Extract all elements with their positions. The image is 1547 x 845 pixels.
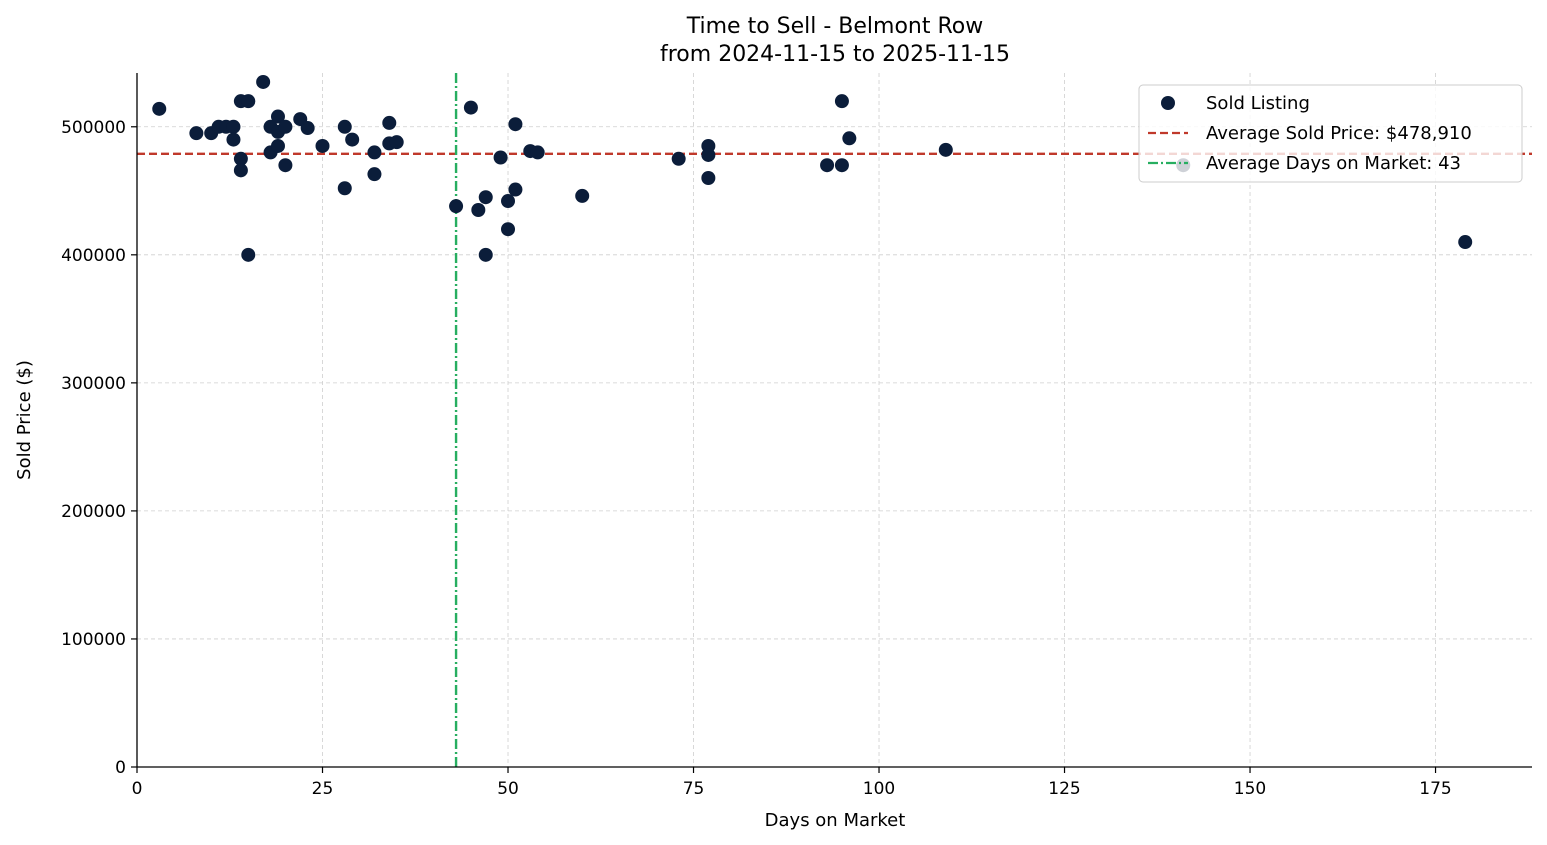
data-point	[233, 151, 248, 166]
y-axis-label: Sold Price ($)	[14, 360, 35, 480]
data-point	[382, 115, 397, 130]
data-point	[270, 138, 285, 153]
data-point	[938, 142, 953, 157]
data-point	[493, 150, 508, 165]
data-point	[471, 203, 486, 218]
y-tick-label: 500000	[61, 118, 126, 138]
data-point	[233, 163, 248, 178]
data-point	[501, 222, 516, 237]
x-tick-label: 25	[312, 779, 334, 799]
data-point	[152, 101, 167, 116]
x-tick-label: 100	[863, 779, 895, 799]
scatter-points	[152, 74, 1473, 262]
data-point	[226, 132, 241, 147]
axes	[136, 73, 1532, 768]
chart-title-line1: Time to Sell - Belmont Row	[686, 14, 984, 39]
data-point	[278, 158, 293, 173]
data-point	[834, 158, 849, 173]
data-point	[337, 181, 352, 196]
data-point	[701, 170, 716, 185]
data-point	[367, 167, 382, 182]
data-point	[508, 182, 523, 197]
data-point	[241, 247, 256, 262]
chart-title-line2: from 2024-11-15 to 2025-11-15	[660, 42, 1010, 67]
x-tick-label: 0	[132, 779, 143, 799]
data-point	[842, 131, 857, 146]
legend-marker-sold-listing	[1161, 96, 1175, 110]
x-tick-label: 50	[497, 779, 519, 799]
data-point	[834, 94, 849, 109]
data-point	[478, 190, 493, 205]
y-ticks: 0 100000 200000 300000 400000 500000	[61, 118, 137, 778]
data-point	[189, 126, 204, 141]
x-axis-label: Days on Market	[765, 810, 906, 831]
data-point	[463, 100, 478, 115]
data-point	[530, 145, 545, 160]
data-point	[337, 119, 352, 134]
data-point	[671, 151, 686, 166]
legend-label-average-price: Average Sold Price: $478,910	[1206, 123, 1472, 144]
data-point	[501, 194, 516, 209]
legend-label-average-days: Average Days on Market: 43	[1206, 153, 1461, 174]
data-point	[1458, 235, 1473, 250]
data-point	[345, 132, 360, 147]
x-tick-label: 125	[1048, 779, 1080, 799]
data-point	[508, 117, 523, 132]
x-ticks: 0 25 50 75 100 125 150 175	[132, 767, 1452, 799]
legend-box	[1138, 84, 1523, 183]
data-point	[478, 247, 493, 262]
data-point	[367, 145, 382, 160]
y-tick-label: 100000	[61, 630, 126, 650]
y-tick-label: 0	[115, 758, 126, 778]
data-point	[226, 119, 241, 134]
data-point	[449, 199, 464, 214]
data-point	[389, 135, 404, 150]
legend-label-sold-listing: Sold Listing	[1206, 93, 1310, 114]
data-point	[278, 119, 293, 134]
x-tick-label: 175	[1419, 779, 1451, 799]
data-point	[256, 74, 271, 89]
x-tick-label: 150	[1234, 779, 1266, 799]
data-point	[300, 121, 315, 136]
x-tick-label: 75	[683, 779, 705, 799]
y-tick-label: 200000	[61, 502, 126, 522]
y-tick-label: 400000	[61, 246, 126, 266]
data-point	[575, 188, 590, 203]
data-point	[701, 147, 716, 162]
legend: Sold Listing Average Sold Price: $478,91…	[1138, 84, 1523, 183]
y-tick-label: 300000	[61, 374, 126, 394]
data-point	[315, 138, 330, 153]
data-point	[241, 94, 256, 109]
data-point	[820, 158, 835, 173]
data-point	[270, 109, 285, 124]
